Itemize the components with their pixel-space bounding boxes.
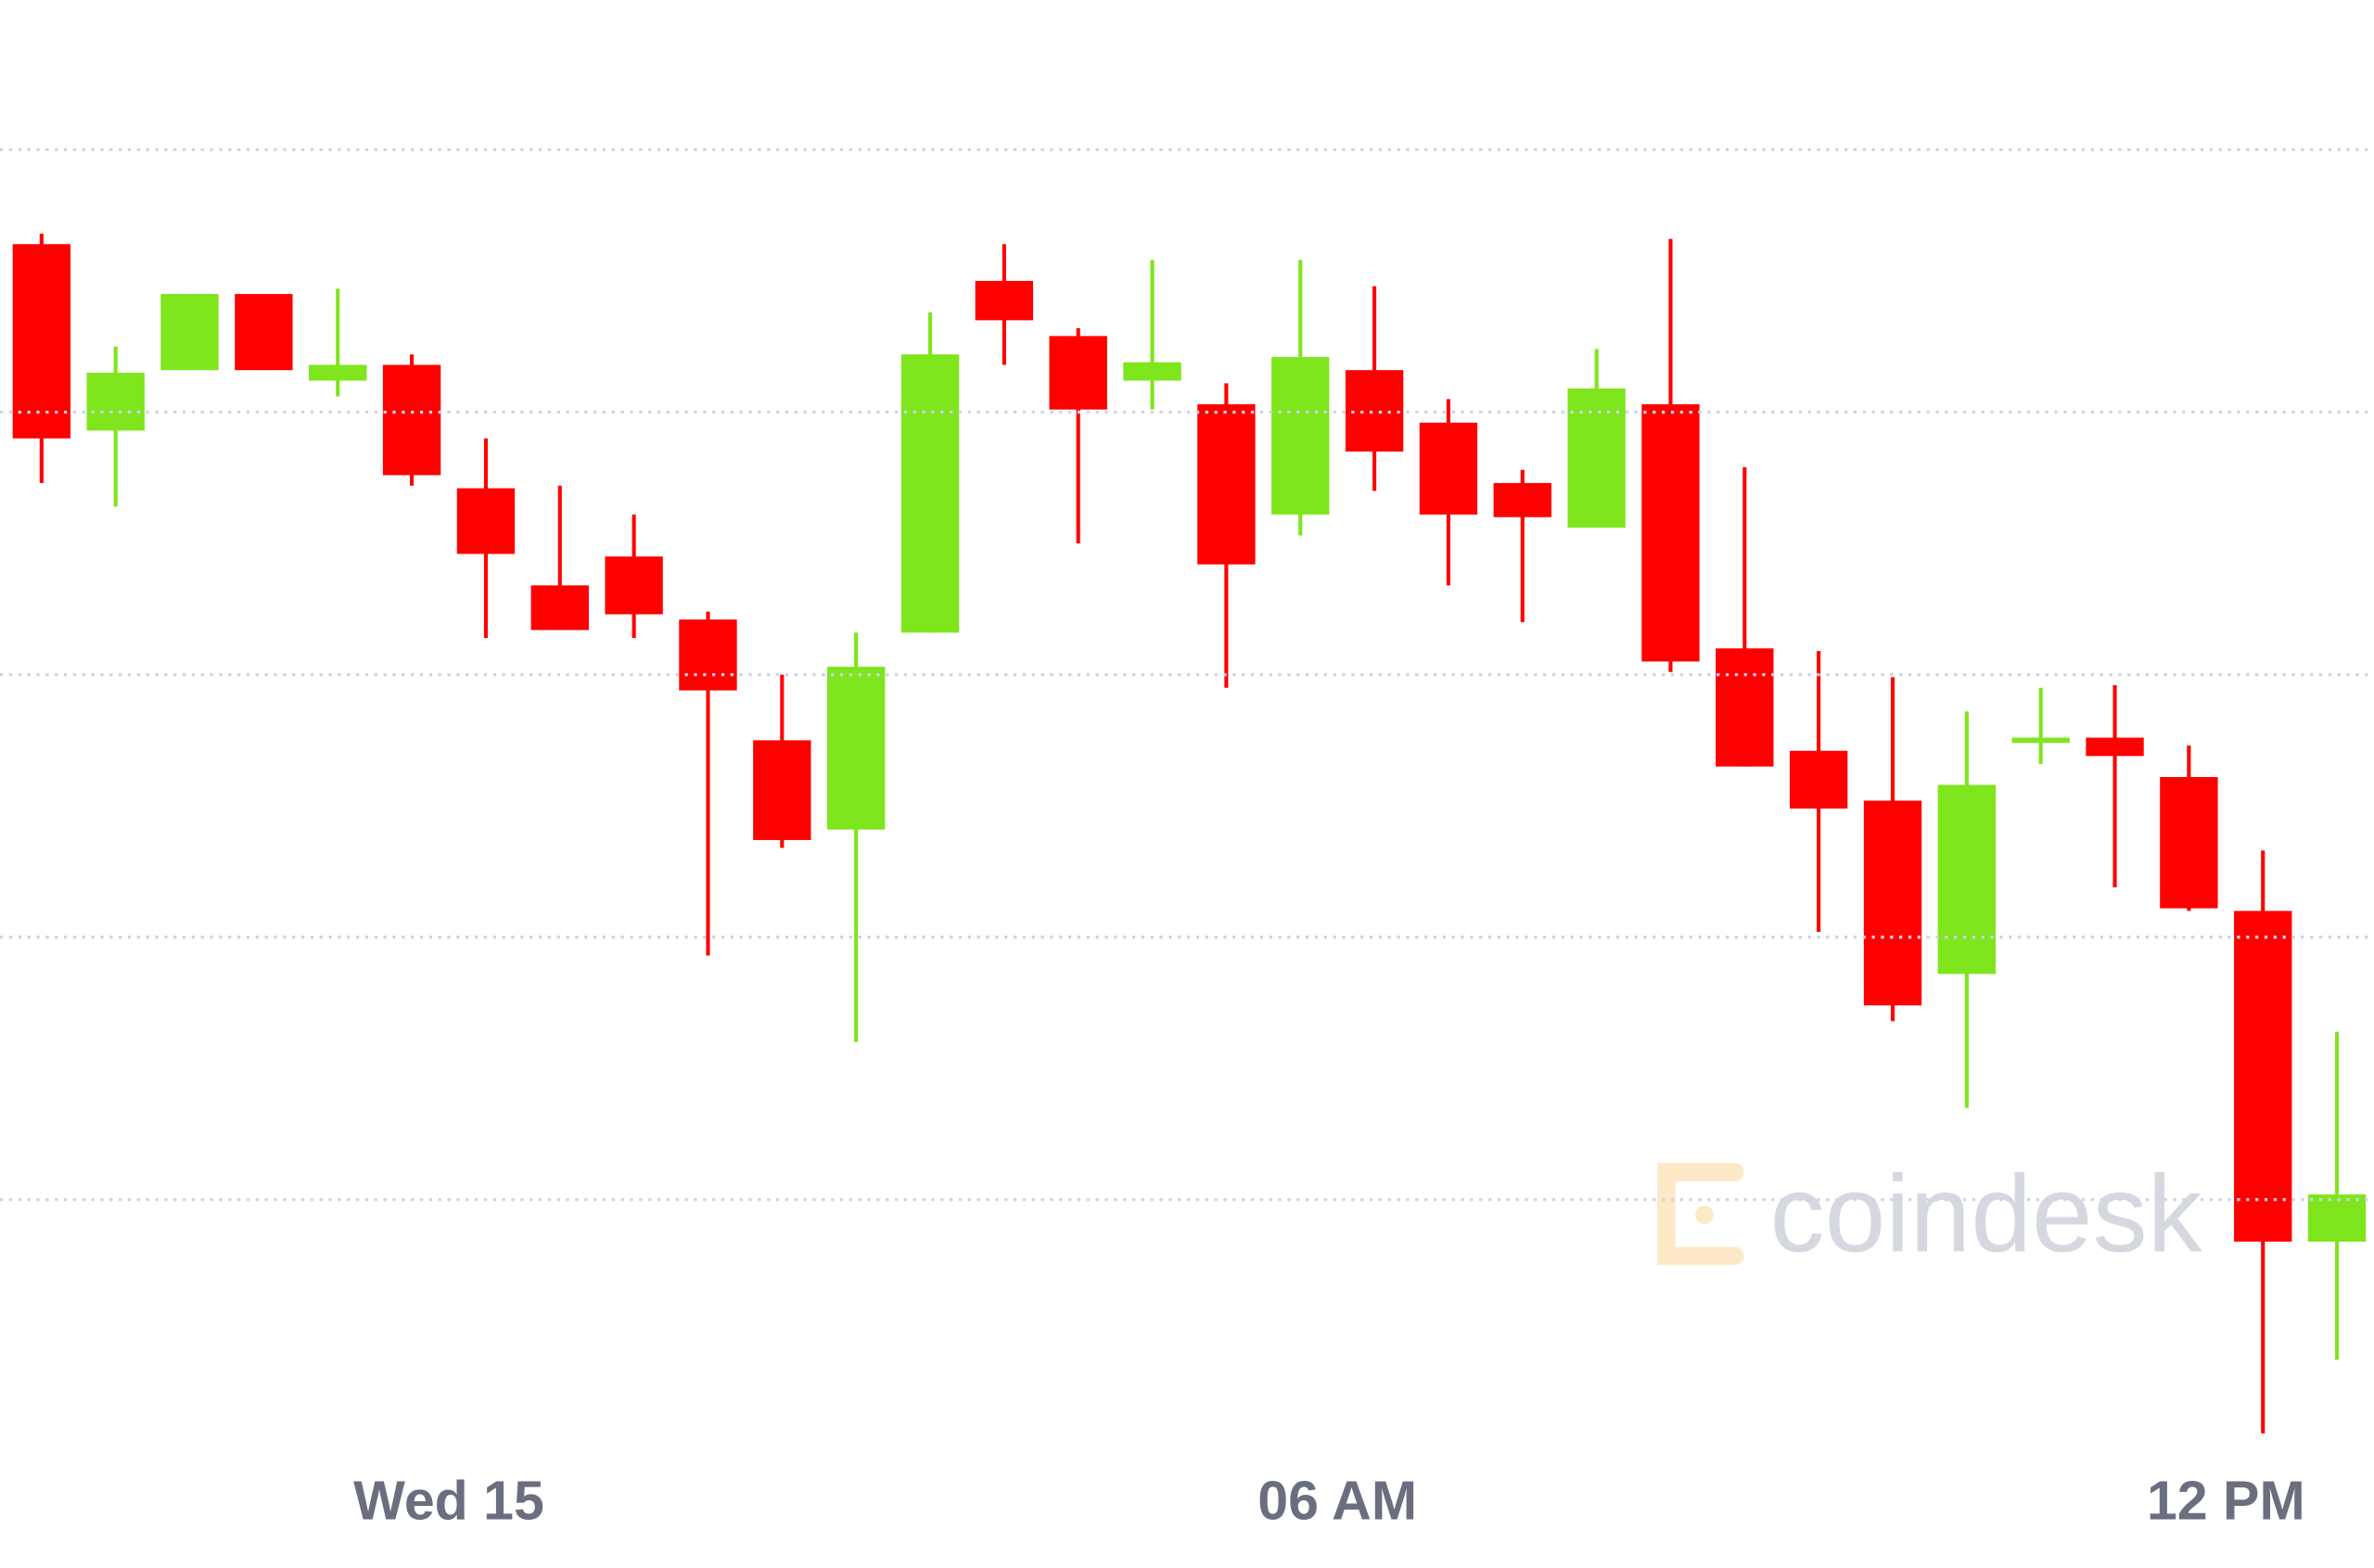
x-tick-label: 12 PM [2147, 1470, 2305, 1531]
candle-body [1641, 403, 1700, 662]
candle-body [975, 280, 1034, 321]
candle-body [753, 740, 811, 840]
x-tick-label: 06 AM [1257, 1470, 1417, 1531]
logo-dot [1695, 1205, 1714, 1224]
candle-body [1419, 422, 1478, 515]
candle-body [530, 585, 589, 631]
candle-body [1937, 784, 1997, 975]
candle-body [1567, 388, 1626, 529]
candle-body [900, 354, 960, 633]
watermark-logo [1657, 1163, 1744, 1266]
candle-body [235, 294, 293, 371]
candle-body [1197, 403, 1256, 565]
candle-body [679, 619, 737, 691]
candle-body [309, 364, 367, 381]
candle-body [2011, 737, 2070, 744]
candle-body [1049, 336, 1107, 410]
candle-body [826, 667, 886, 830]
candle-body [1123, 362, 1181, 381]
candle-body [2160, 776, 2218, 909]
candle-body [2234, 911, 2292, 1243]
logo-shape [1657, 1163, 1744, 1266]
candle-body [2307, 1194, 2367, 1243]
candle-body [605, 556, 663, 615]
candle-body [1716, 648, 1774, 767]
candle-body [382, 364, 441, 476]
candle-body [160, 294, 219, 371]
candle-body [1271, 357, 1330, 515]
candle-body [1789, 750, 1848, 809]
candle-body [12, 244, 71, 439]
candle-body [456, 488, 516, 555]
candle-body [86, 373, 145, 431]
candle-body [1863, 800, 1922, 1006]
candle-body [2086, 737, 2144, 757]
candle-body [1493, 482, 1551, 517]
x-tick-label: Wed 15 [353, 1470, 544, 1531]
candle-body [1345, 370, 1404, 452]
watermark: coindesk [1770, 1153, 2203, 1275]
